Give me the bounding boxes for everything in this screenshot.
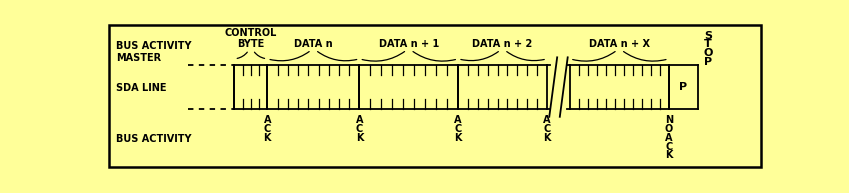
- Text: A
C
K: A C K: [454, 115, 462, 143]
- Text: CONTROL
BYTE: CONTROL BYTE: [225, 28, 277, 49]
- Text: DATA n + 2: DATA n + 2: [472, 39, 532, 49]
- Text: SDA LINE: SDA LINE: [116, 83, 166, 93]
- Text: BUS ACTIVITY
MASTER: BUS ACTIVITY MASTER: [116, 41, 192, 63]
- Text: A
C
K: A C K: [263, 115, 271, 143]
- Text: A
C
K: A C K: [356, 115, 363, 143]
- Text: A
C
K: A C K: [543, 115, 551, 143]
- Text: N
O
A
C
K: N O A C K: [665, 115, 672, 161]
- Text: DATA n: DATA n: [294, 39, 333, 49]
- Text: BUS ACTIVITY: BUS ACTIVITY: [116, 134, 192, 144]
- Text: DATA n + X: DATA n + X: [589, 39, 649, 49]
- Text: DATA n + 1: DATA n + 1: [379, 39, 439, 49]
- Text: S
T
O
P: S T O P: [704, 30, 713, 67]
- Text: P: P: [679, 82, 688, 92]
